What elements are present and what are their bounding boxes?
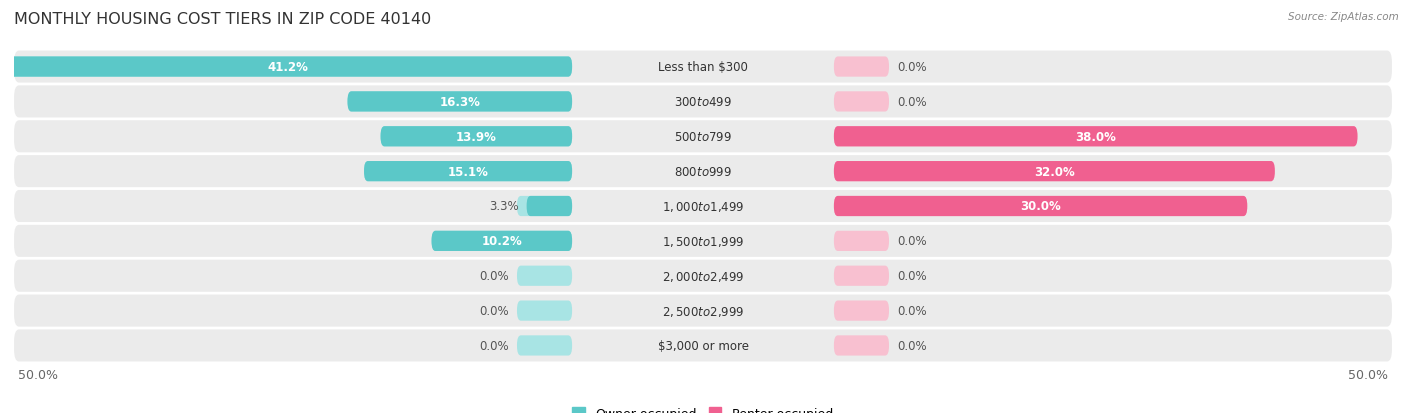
- Text: 10.2%: 10.2%: [481, 235, 522, 248]
- Text: 41.2%: 41.2%: [267, 61, 309, 74]
- Text: 16.3%: 16.3%: [439, 96, 481, 109]
- Text: 0.0%: 0.0%: [897, 270, 927, 282]
- Text: 50.0%: 50.0%: [18, 368, 58, 381]
- FancyBboxPatch shape: [834, 161, 1275, 182]
- FancyBboxPatch shape: [364, 161, 572, 182]
- FancyBboxPatch shape: [527, 197, 572, 216]
- FancyBboxPatch shape: [364, 161, 572, 182]
- FancyBboxPatch shape: [517, 335, 572, 356]
- FancyBboxPatch shape: [432, 231, 572, 252]
- Text: $500 to $799: $500 to $799: [673, 131, 733, 143]
- Text: 13.9%: 13.9%: [456, 131, 496, 143]
- FancyBboxPatch shape: [14, 190, 1392, 223]
- FancyBboxPatch shape: [14, 330, 1392, 362]
- Text: 0.0%: 0.0%: [897, 235, 927, 248]
- FancyBboxPatch shape: [4, 57, 572, 78]
- FancyBboxPatch shape: [834, 301, 889, 321]
- Text: 0.0%: 0.0%: [897, 304, 927, 317]
- FancyBboxPatch shape: [834, 57, 889, 78]
- Text: 30.0%: 30.0%: [1021, 200, 1062, 213]
- FancyBboxPatch shape: [517, 266, 572, 286]
- FancyBboxPatch shape: [834, 266, 889, 286]
- FancyBboxPatch shape: [14, 260, 1392, 292]
- FancyBboxPatch shape: [4, 57, 572, 78]
- Text: MONTHLY HOUSING COST TIERS IN ZIP CODE 40140: MONTHLY HOUSING COST TIERS IN ZIP CODE 4…: [14, 12, 432, 27]
- Text: 0.0%: 0.0%: [479, 304, 509, 317]
- FancyBboxPatch shape: [381, 127, 572, 147]
- FancyBboxPatch shape: [347, 92, 572, 112]
- Text: $1,500 to $1,999: $1,500 to $1,999: [662, 234, 744, 248]
- FancyBboxPatch shape: [834, 335, 889, 356]
- FancyBboxPatch shape: [432, 231, 572, 252]
- FancyBboxPatch shape: [834, 197, 1247, 216]
- Text: $1,000 to $1,499: $1,000 to $1,499: [662, 199, 744, 214]
- Text: Less than $300: Less than $300: [658, 61, 748, 74]
- FancyBboxPatch shape: [517, 301, 572, 321]
- Text: 0.0%: 0.0%: [897, 96, 927, 109]
- Text: $800 to $999: $800 to $999: [673, 165, 733, 178]
- Text: 38.0%: 38.0%: [1076, 131, 1116, 143]
- FancyBboxPatch shape: [834, 127, 1358, 147]
- FancyBboxPatch shape: [517, 197, 572, 216]
- Text: $2,500 to $2,999: $2,500 to $2,999: [662, 304, 744, 318]
- FancyBboxPatch shape: [14, 156, 1392, 188]
- FancyBboxPatch shape: [14, 225, 1392, 257]
- Legend: Owner-occupied, Renter-occupied: Owner-occupied, Renter-occupied: [568, 402, 838, 413]
- Text: 32.0%: 32.0%: [1033, 165, 1074, 178]
- FancyBboxPatch shape: [834, 127, 1358, 147]
- Text: 0.0%: 0.0%: [897, 339, 927, 352]
- FancyBboxPatch shape: [347, 92, 572, 112]
- FancyBboxPatch shape: [834, 231, 889, 252]
- FancyBboxPatch shape: [14, 121, 1392, 153]
- Text: 15.1%: 15.1%: [447, 165, 488, 178]
- Text: 3.3%: 3.3%: [489, 200, 519, 213]
- FancyBboxPatch shape: [14, 295, 1392, 327]
- Text: 50.0%: 50.0%: [1348, 368, 1388, 381]
- FancyBboxPatch shape: [381, 127, 572, 147]
- FancyBboxPatch shape: [14, 86, 1392, 118]
- Text: $2,000 to $2,499: $2,000 to $2,499: [662, 269, 744, 283]
- Text: 0.0%: 0.0%: [479, 270, 509, 282]
- Text: $3,000 or more: $3,000 or more: [658, 339, 748, 352]
- FancyBboxPatch shape: [834, 92, 889, 112]
- Text: 0.0%: 0.0%: [897, 61, 927, 74]
- FancyBboxPatch shape: [834, 161, 1275, 182]
- Text: Source: ZipAtlas.com: Source: ZipAtlas.com: [1288, 12, 1399, 22]
- Text: 0.0%: 0.0%: [479, 339, 509, 352]
- FancyBboxPatch shape: [834, 197, 1247, 216]
- Text: $300 to $499: $300 to $499: [673, 96, 733, 109]
- FancyBboxPatch shape: [14, 51, 1392, 83]
